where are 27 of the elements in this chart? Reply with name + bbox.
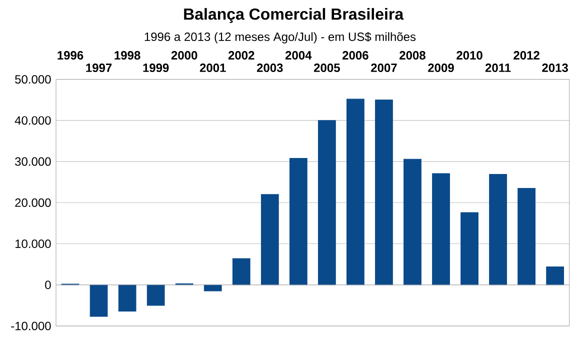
x-tick-label: 2001: [200, 64, 226, 72]
x-tick-label: 2006: [342, 51, 368, 60]
y-tick-label: 40.000: [14, 116, 51, 125]
x-tick-label: 1999: [143, 64, 169, 72]
y-tick-label: -10.000: [11, 322, 51, 330]
y-tick-label: 30.000: [15, 157, 51, 166]
x-tick-label: 2009: [428, 64, 454, 72]
x-tick-label: 2010: [456, 51, 482, 60]
x-tick-label: 2002: [228, 51, 254, 60]
x-tick-label: 2013: [542, 64, 568, 72]
y-tick-label: 50.000: [15, 75, 51, 84]
x-tick-label: 2007: [371, 64, 397, 72]
y-tick-label: 10.000: [16, 240, 51, 248]
y-tick-label: 20.000: [15, 198, 51, 207]
x-tick-label: 1996: [58, 51, 84, 60]
x-tick-label: 2008: [400, 51, 426, 60]
x-tick-label: 2005: [314, 64, 340, 72]
y-tick-label: 0: [45, 280, 51, 290]
chart-subtitle: 1996 a 2013 (12 meses Ago/Jul) - em US$ milhões: [144, 32, 416, 44]
x-tick-label: 1997: [86, 64, 112, 72]
x-tick-label: 2011: [485, 64, 511, 72]
x-tick-label: 2000: [171, 51, 198, 60]
chart-title: Balança Comercial Brasileira: [184, 8, 404, 23]
x-tick-label: 2012: [514, 51, 540, 60]
x-tick-label: 2003: [256, 64, 283, 72]
x-tick-label: 2004: [285, 51, 312, 60]
x-tick-label: 1998: [114, 51, 140, 60]
